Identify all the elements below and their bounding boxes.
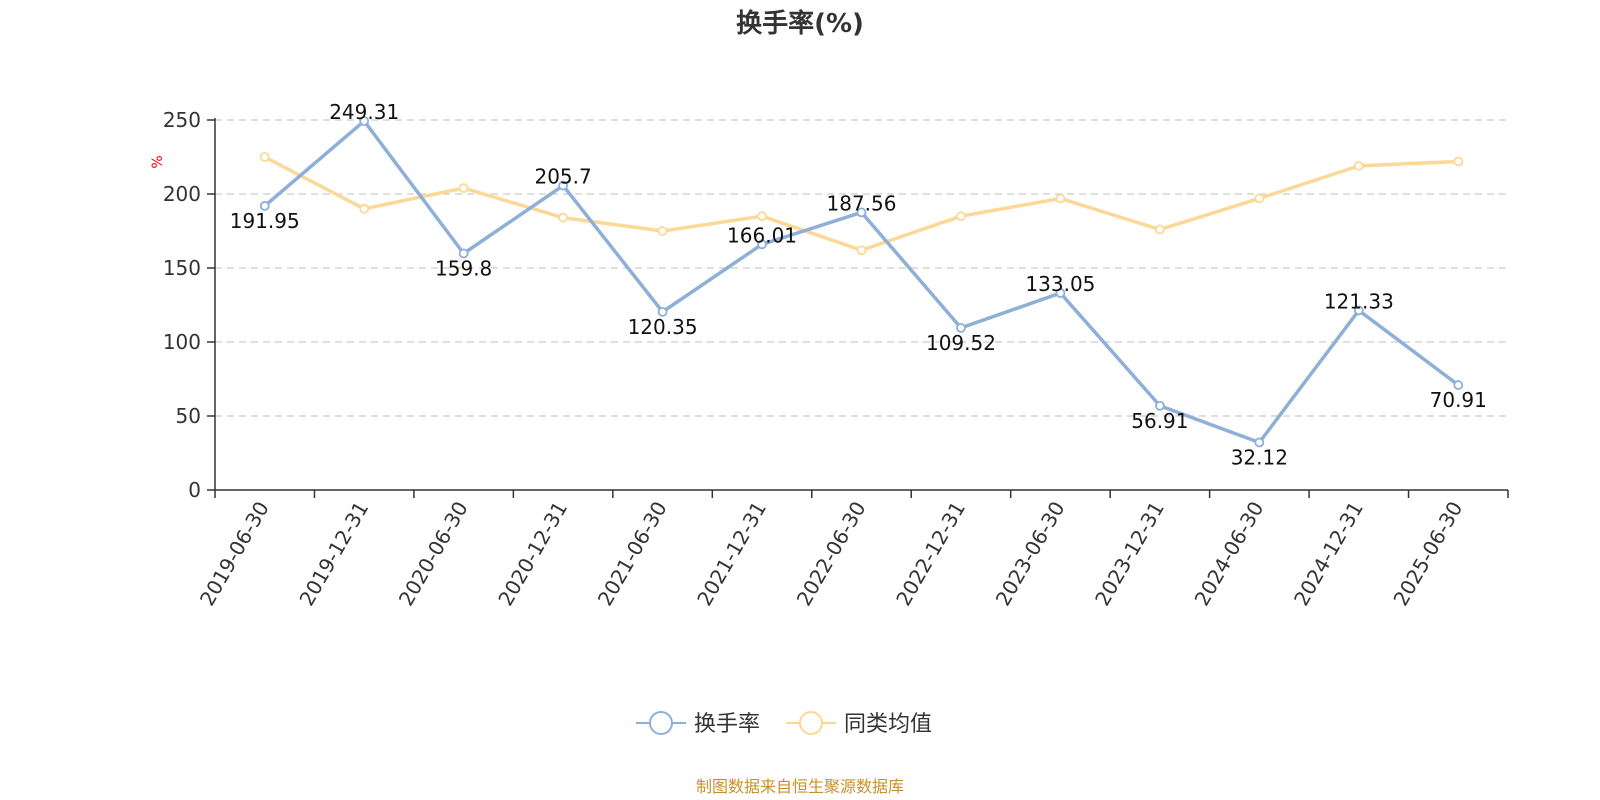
data-point[interactable] [1254, 193, 1265, 204]
data-labels: 191.95 249.31 159.8 205.7 120.35 166.01 187.56… [230, 100, 1487, 469]
x-tick-label: 2019-12-31 [294, 497, 373, 610]
data-point[interactable] [757, 211, 767, 222]
series-1 [259, 116, 1464, 448]
legend-label: 换手率 [694, 712, 760, 737]
data-label: 166.01 [727, 223, 797, 247]
data-point[interactable] [657, 226, 668, 236]
y-tick-label: 100 [163, 330, 201, 354]
axes [214, 118, 1508, 491]
y-tick-label: 0 [188, 478, 201, 502]
x-tick-label: 2024-06-30 [1190, 497, 1269, 610]
y-axis-ticks: 0 50 100 150 200 250 [163, 108, 215, 502]
x-tick-label: 2019-06-30 [195, 497, 274, 610]
data-label: 191.95 [230, 209, 300, 233]
y-axis-unit-label: % [150, 155, 166, 168]
x-tick-label: 2024-12-31 [1289, 497, 1368, 610]
y-tick-label: 250 [163, 108, 201, 132]
data-label: 133.05 [1025, 272, 1095, 296]
legend[interactable]: 换手率 同类均值 [636, 711, 932, 737]
chart-title: 换手率(%) [736, 8, 864, 39]
data-point[interactable] [757, 239, 767, 250]
data-point[interactable] [1353, 305, 1364, 316]
data-label: 32.12 [1231, 445, 1288, 469]
data-point[interactable] [956, 211, 966, 222]
data-label: 205.7 [534, 165, 591, 189]
data-point[interactable] [259, 152, 270, 162]
data-label: 121.33 [1324, 289, 1394, 313]
data-point[interactable] [1254, 437, 1265, 448]
data-label: 56.91 [1131, 409, 1188, 433]
series-2 [259, 152, 1464, 256]
data-point[interactable] [359, 203, 370, 214]
legend-item-2[interactable]: 同类均值 [786, 711, 932, 737]
data-point[interactable] [359, 116, 370, 126]
x-tick-label: 2022-06-30 [792, 497, 871, 610]
x-tick-label: 2023-12-31 [1090, 497, 1169, 610]
data-point[interactable] [558, 212, 569, 223]
data-point[interactable] [1453, 156, 1464, 167]
source-note: 制图数据来自恒生聚源数据库 [696, 777, 904, 796]
y-tick-label: 150 [163, 256, 201, 280]
y-tick-label: 200 [163, 182, 201, 206]
data-point[interactable] [657, 306, 668, 317]
x-tick-label: 2020-06-30 [394, 497, 473, 610]
data-point[interactable] [1055, 193, 1066, 204]
x-tick-label: 2023-06-30 [991, 497, 1070, 610]
data-point[interactable] [1353, 160, 1364, 171]
x-tick-label: 2021-12-31 [692, 497, 771, 610]
data-point[interactable] [458, 183, 469, 193]
data-point[interactable] [1055, 288, 1066, 298]
data-label: 187.56 [827, 191, 897, 215]
x-tick-label: 2025-06-30 [1388, 497, 1467, 610]
data-point[interactable] [558, 180, 569, 191]
x-tick-label: 2021-06-30 [593, 497, 672, 610]
legend-marker [649, 711, 673, 735]
data-point[interactable] [259, 201, 270, 211]
data-point[interactable] [1154, 400, 1165, 411]
legend-label: 同类均值 [844, 712, 932, 737]
y-tick-label: 50 [176, 404, 201, 428]
data-label: 249.31 [329, 100, 399, 124]
data-label: 120.35 [628, 315, 698, 339]
data-label: 109.52 [926, 331, 996, 355]
series-layer [259, 116, 1464, 448]
data-point[interactable] [856, 245, 867, 256]
x-axis-ticks: 2019-06-30 2019-12-31 2020-06-30 2020-12-31… [195, 490, 1509, 610]
data-label: 159.8 [435, 256, 492, 280]
data-point[interactable] [956, 323, 966, 333]
legend-item-1[interactable]: 换手率 [636, 711, 760, 737]
data-point[interactable] [1154, 224, 1165, 235]
data-label: 70.91 [1430, 388, 1487, 412]
x-tick-label: 2022-12-31 [891, 497, 970, 610]
data-point[interactable] [458, 248, 469, 259]
legend-marker [799, 711, 823, 735]
data-point[interactable] [856, 207, 867, 218]
series-line [263, 119, 1460, 445]
data-point[interactable] [1453, 380, 1464, 390]
x-tick-label: 2020-12-31 [493, 497, 572, 610]
